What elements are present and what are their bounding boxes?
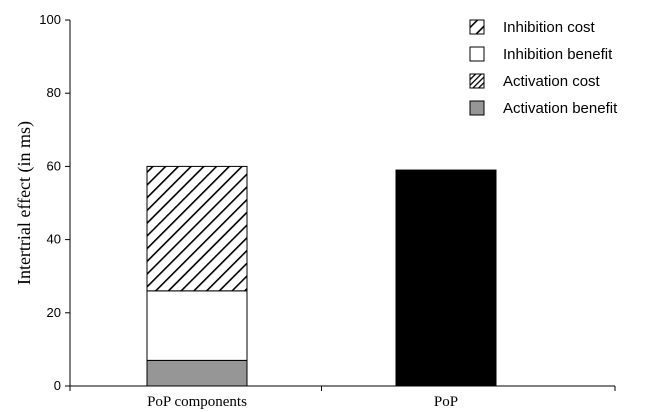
legend-label: Inhibition benefit [503,46,613,63]
x-tick-label: PoP [434,394,458,410]
y-tick-label: 80 [47,85,61,100]
legend-swatch [469,46,485,62]
bar-pop-total [395,169,497,387]
legend-swatch [469,73,485,89]
legend-swatch [469,19,485,35]
y-tick-label: 100 [39,12,61,27]
legend-label: Activation cost [503,73,601,90]
y-tick-label: 60 [47,158,61,173]
y-axis-label: Intertrial effect (in ms) [14,121,35,285]
legend-label: Inhibition cost [503,19,596,36]
bar-segment-inhibition-benefit [146,290,248,361]
legend: Inhibition cost Inhibition benefit Activat… [469,19,618,117]
bars [146,165,497,387]
x-tick-label: PoP components [147,394,247,410]
legend-swatch [469,100,485,116]
bar-segment-activation-benefit [146,359,248,387]
axes: 0 20 40 60 80 100 PoP components PoP [39,12,616,410]
bar-segment-inhibition-cost [146,165,248,292]
y-tick-label: 40 [47,232,61,247]
y-tick-label: 20 [47,305,61,320]
y-tick-label: 0 [54,378,61,393]
legend-label: Activation benefit [503,100,618,117]
